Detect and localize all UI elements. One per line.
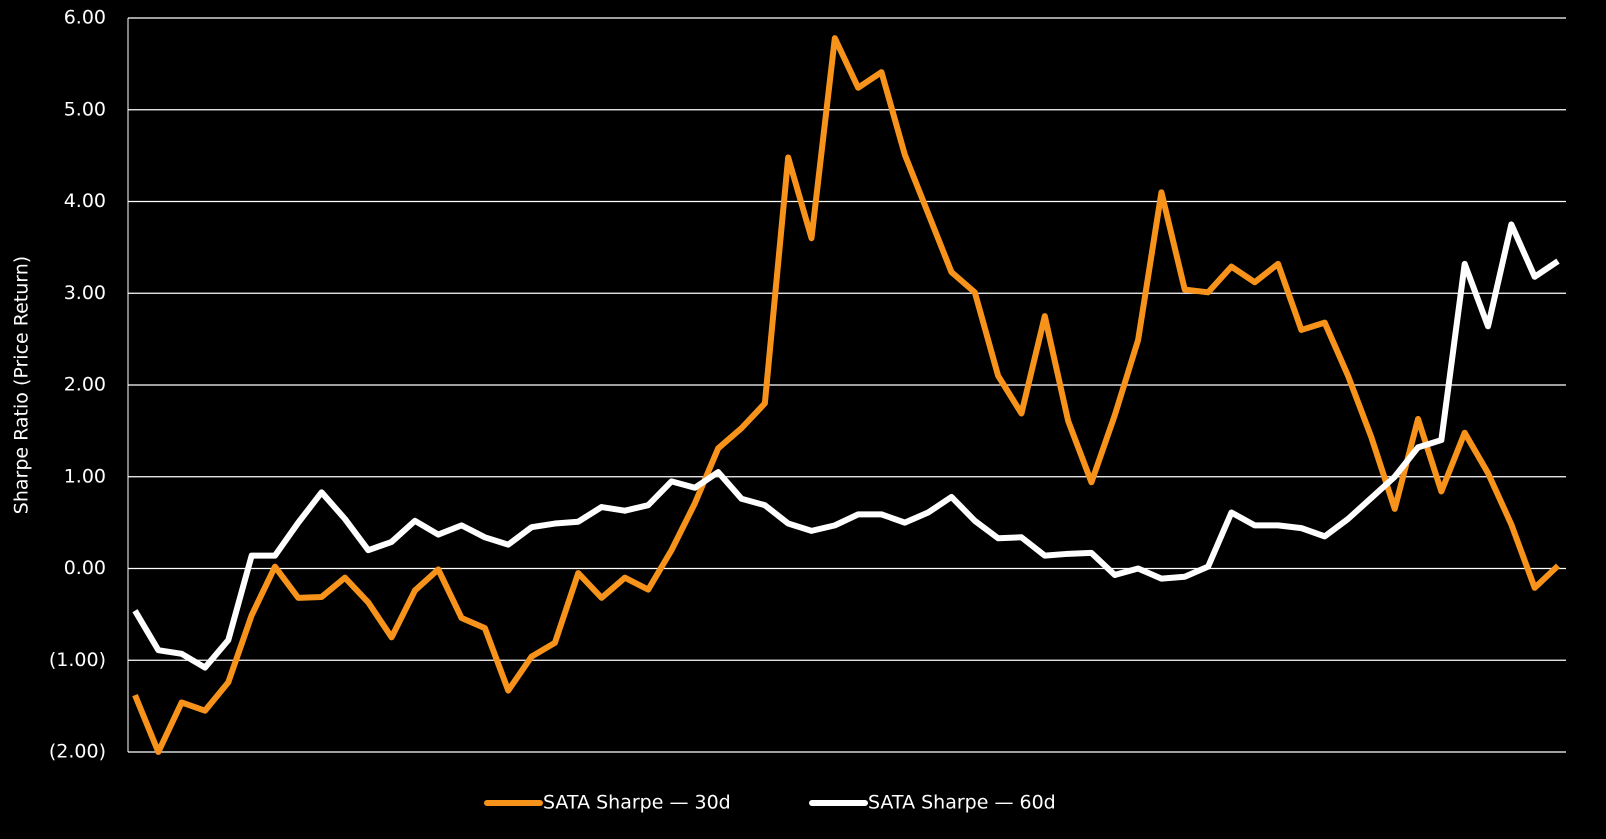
y-tick-label: 5.00 <box>64 98 106 120</box>
y-tick-label: 0.00 <box>64 557 106 579</box>
y-tick-label: (2.00) <box>49 741 106 763</box>
y-tick-label: 1.00 <box>64 465 106 487</box>
y-tick-label: 4.00 <box>64 190 106 212</box>
y-tick-label: 2.00 <box>64 374 106 396</box>
y-axis-title: Sharpe Ratio (Price Return) <box>11 256 33 514</box>
series-line <box>132 221 1560 671</box>
y-tick-label: (1.00) <box>49 649 106 671</box>
legend-label: SATA Sharpe — 60d <box>868 792 1056 814</box>
y-tick-label: 6.00 <box>64 7 106 29</box>
series-line <box>132 35 1561 755</box>
legend-label: SATA Sharpe — 30d <box>543 792 731 814</box>
y-tick-label: 3.00 <box>64 282 106 304</box>
